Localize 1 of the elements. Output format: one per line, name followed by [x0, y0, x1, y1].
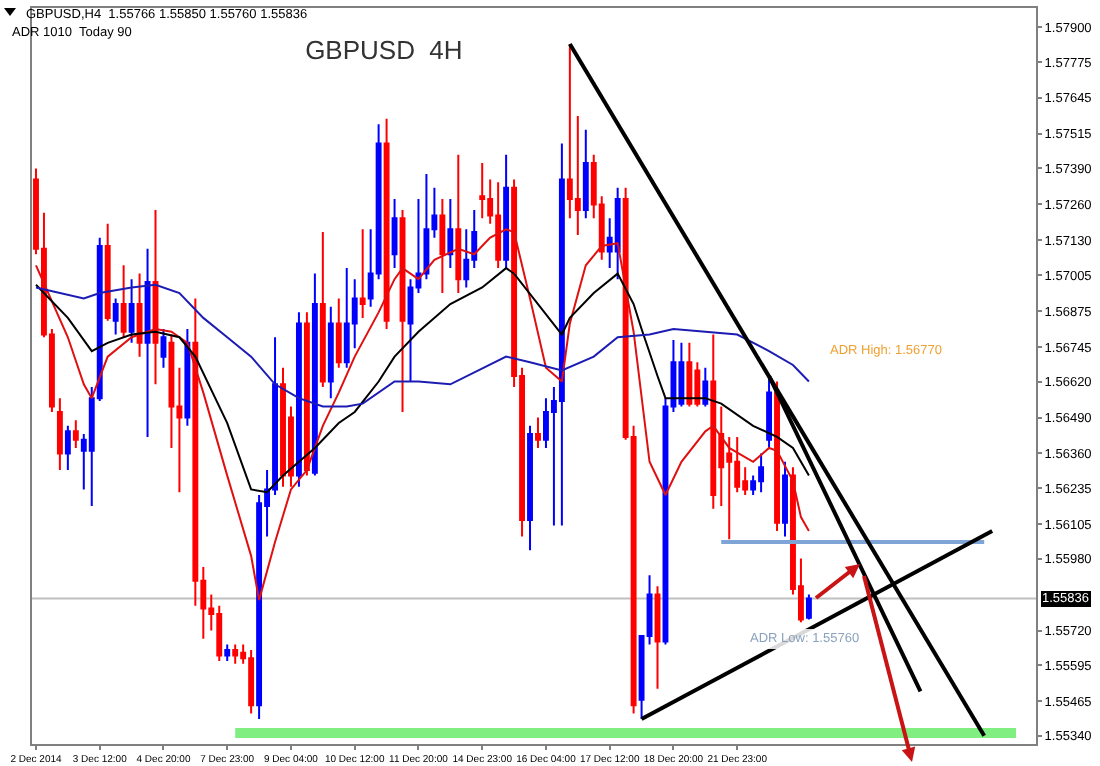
text: GBPUSD 4H [305, 34, 463, 65]
